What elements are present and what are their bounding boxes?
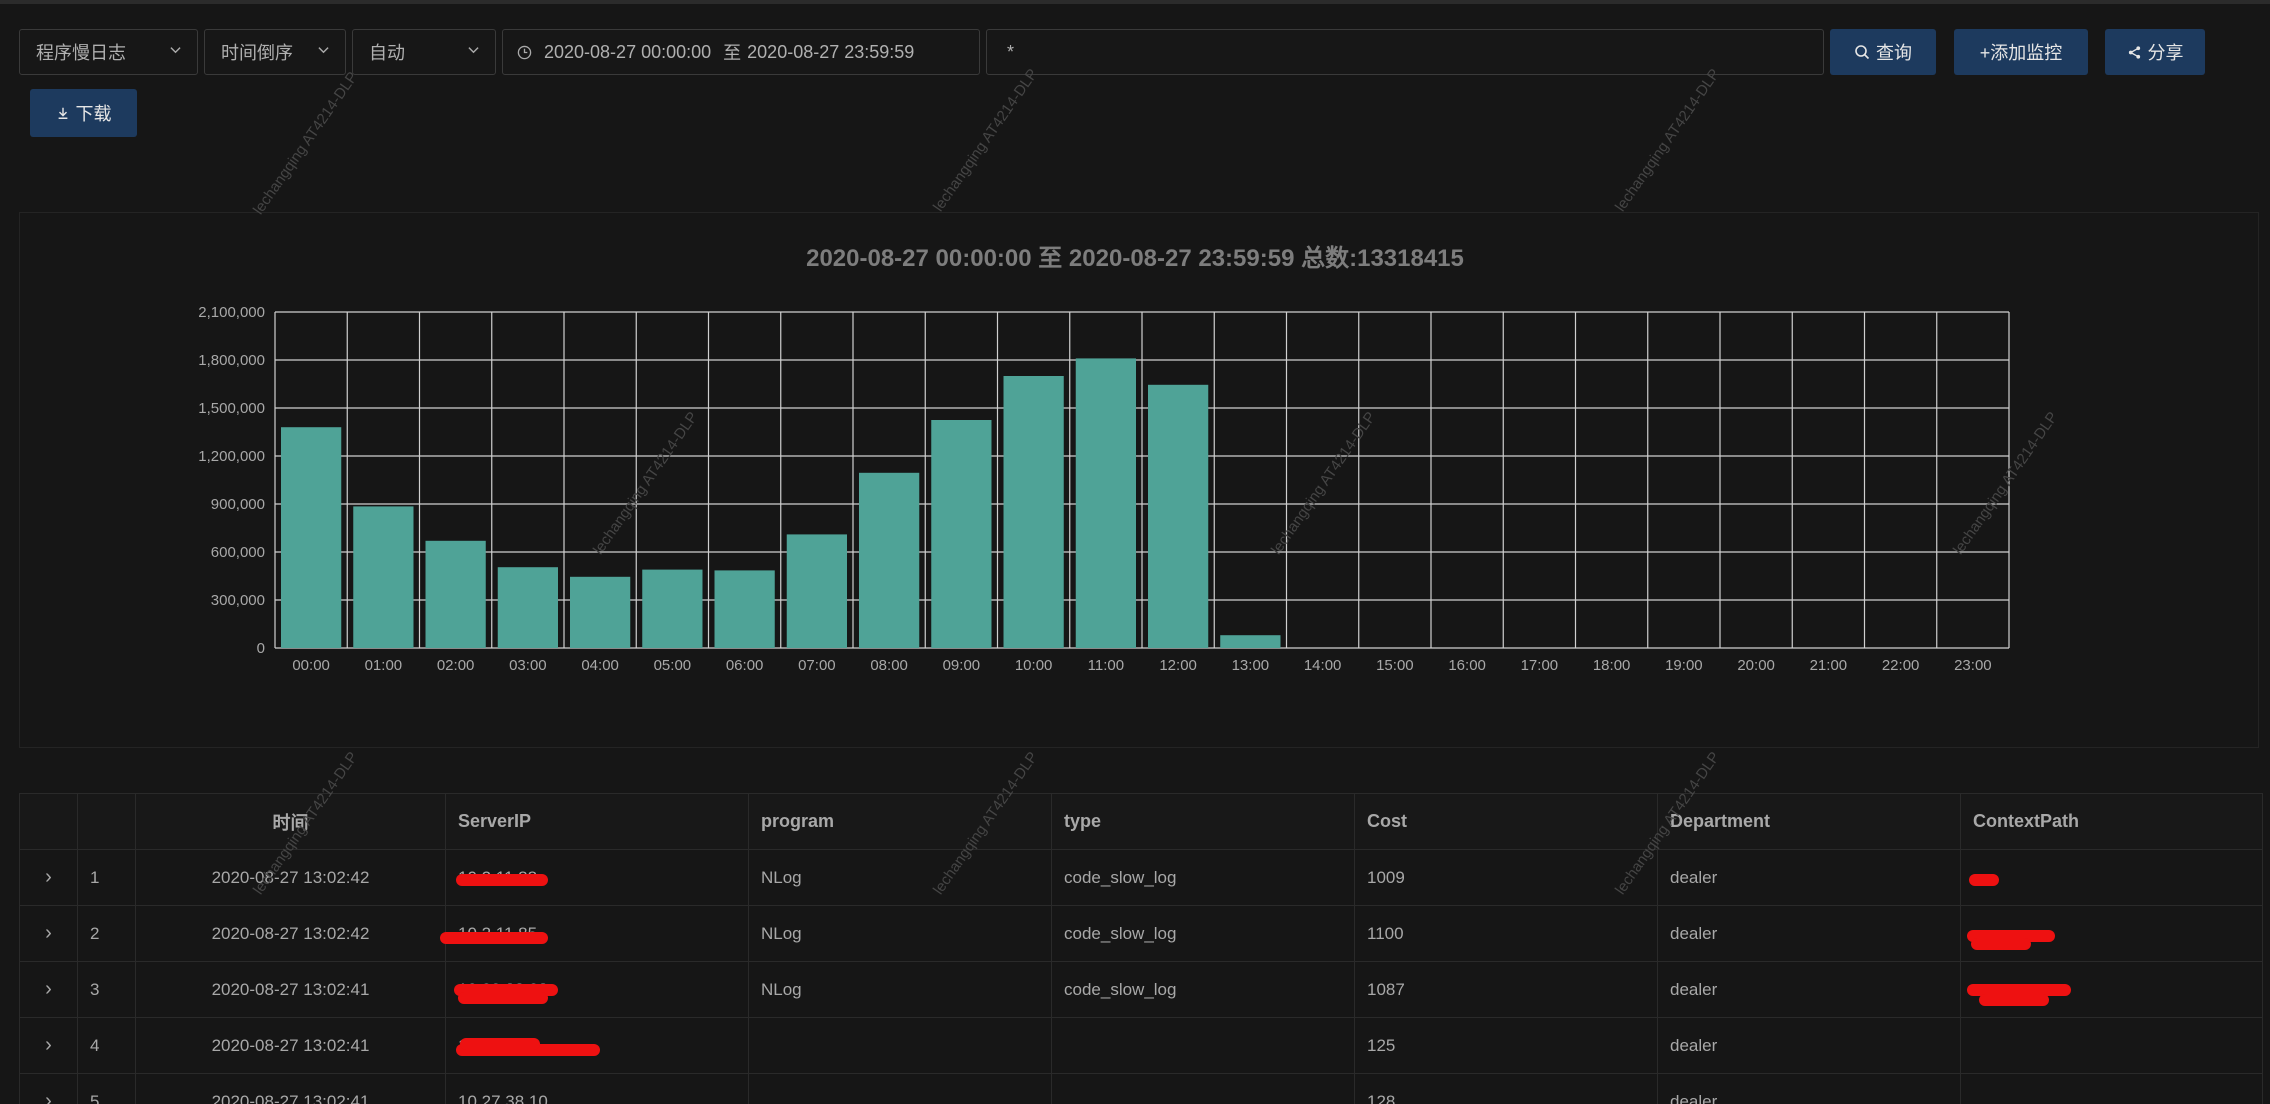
search-button-label: 查询 bbox=[1876, 43, 1912, 63]
watermark-text: lechangqing AT4214-DLP bbox=[1612, 65, 1724, 215]
col-expand bbox=[20, 794, 78, 849]
time-end[interactable]: 2020-08-27 23:59:59 bbox=[747, 41, 915, 62]
row-department: dealer bbox=[1658, 906, 1961, 961]
row-index: 3 bbox=[78, 962, 136, 1017]
add-monitor-button[interactable]: +添加监控 bbox=[1954, 29, 2088, 75]
query-input[interactable]: * bbox=[986, 29, 1824, 75]
row-serverip: 10.27.38.10 bbox=[446, 1074, 749, 1104]
row-time: 2020-08-27 13:02:41 bbox=[136, 1074, 446, 1104]
row-department: dealer bbox=[1658, 850, 1961, 905]
time-separator: 至 bbox=[723, 43, 742, 63]
row-program bbox=[749, 1074, 1052, 1104]
redaction-mark bbox=[456, 874, 548, 886]
redaction-mark bbox=[1967, 984, 2071, 996]
log-source-value: 程序慢日志 bbox=[36, 43, 126, 63]
row-contextpath bbox=[1961, 1074, 2262, 1104]
col-cost[interactable]: Cost bbox=[1355, 794, 1658, 849]
col-contextpath[interactable]: ContextPath bbox=[1973, 811, 2080, 831]
search-icon bbox=[1855, 45, 1870, 60]
row-expand-icon[interactable]: › bbox=[20, 906, 78, 961]
chart-title: 2020-08-27 00:00:00 至 2020-08-27 23:59:5… bbox=[806, 245, 1464, 272]
top-border bbox=[0, 0, 2270, 4]
clock-icon bbox=[517, 45, 532, 59]
row-index: 2 bbox=[78, 906, 136, 961]
row-type bbox=[1052, 1018, 1355, 1073]
row-cost: 1087 bbox=[1355, 962, 1658, 1017]
redaction-mark bbox=[440, 932, 548, 944]
row-index: 5 bbox=[78, 1074, 136, 1104]
col-type[interactable]: type bbox=[1052, 794, 1355, 849]
row-time: 2020-08-27 13:02:42 bbox=[136, 850, 446, 905]
row-index: 1 bbox=[78, 850, 136, 905]
row-cost: 1100 bbox=[1355, 906, 1658, 961]
redaction-mark bbox=[1969, 874, 1999, 886]
chart-panel bbox=[19, 212, 2259, 748]
row-cost: 125 bbox=[1355, 1018, 1658, 1073]
redaction-mark bbox=[1979, 994, 2049, 1006]
download-button[interactable]: 下载 bbox=[30, 89, 137, 137]
chevron-down-icon bbox=[170, 47, 181, 54]
results-table: 时间 ServerIP program type Cost Department… bbox=[19, 793, 2263, 1104]
sort-order-select[interactable]: 时间倒序 bbox=[204, 29, 346, 75]
watermark-text: lechangqing AT4214-DLP bbox=[250, 68, 362, 218]
row-expand-icon[interactable]: › bbox=[20, 850, 78, 905]
col-department[interactable]: Department bbox=[1658, 794, 1961, 849]
download-icon bbox=[58, 107, 67, 119]
row-type: code_slow_log bbox=[1052, 850, 1355, 905]
col-program[interactable]: program bbox=[749, 794, 1052, 849]
chevron-down-icon bbox=[318, 47, 329, 54]
row-contextpath bbox=[1961, 850, 2262, 905]
row-cost: 128 bbox=[1355, 1074, 1658, 1104]
redaction-mark bbox=[1971, 938, 2031, 950]
col-index bbox=[78, 794, 136, 849]
row-program: NLog bbox=[749, 850, 1052, 905]
row-expand-icon[interactable]: › bbox=[20, 962, 78, 1017]
interval-select[interactable]: 自动 bbox=[352, 29, 496, 75]
query-value: * bbox=[1007, 41, 1015, 62]
row-time: 2020-08-27 13:02:42 bbox=[136, 906, 446, 961]
row-type: code_slow_log bbox=[1052, 962, 1355, 1017]
row-type: code_slow_log bbox=[1052, 906, 1355, 961]
search-button[interactable]: 查询 bbox=[1830, 29, 1936, 75]
share-button-label: 分享 bbox=[2147, 43, 2184, 63]
row-department: dealer bbox=[1658, 1074, 1961, 1104]
row-expand-icon[interactable]: › bbox=[20, 1018, 78, 1073]
table-row[interactable]: › 5 2020-08-27 13:02:41 10.27.38.10 128 deale… bbox=[20, 1074, 2262, 1104]
chevron-down-icon bbox=[468, 47, 479, 54]
redaction-mark bbox=[460, 1038, 540, 1050]
redaction-mark bbox=[458, 992, 548, 1004]
log-source-select[interactable]: 程序慢日志 bbox=[19, 29, 198, 75]
row-department: dealer bbox=[1658, 1018, 1961, 1073]
row-department: dealer bbox=[1658, 962, 1961, 1017]
row-index: 4 bbox=[78, 1018, 136, 1073]
row-program: NLog bbox=[749, 906, 1052, 961]
share-button[interactable]: 分享 bbox=[2105, 29, 2205, 75]
add-monitor-label: +添加监控 bbox=[1979, 43, 2063, 63]
time-range-picker[interactable]: 2020-08-27 00:00:00 至 2020-08-27 23:59:5… bbox=[502, 29, 980, 75]
row-contextpath bbox=[1961, 1018, 2262, 1073]
row-type bbox=[1052, 1074, 1355, 1104]
table-header: 时间 ServerIP program type Cost Department… bbox=[20, 794, 2262, 850]
row-program bbox=[749, 1018, 1052, 1073]
share-icon bbox=[2128, 45, 2140, 59]
col-time[interactable]: 时间 bbox=[136, 794, 446, 849]
row-cost: 1009 bbox=[1355, 850, 1658, 905]
watermark-text: lechangqing AT4214-DLP bbox=[930, 65, 1042, 215]
row-time: 2020-08-27 13:02:41 bbox=[136, 962, 446, 1017]
interval-value: 自动 bbox=[369, 43, 405, 63]
col-serverip[interactable]: ServerIP bbox=[446, 794, 749, 849]
row-time: 2020-08-27 13:02:41 bbox=[136, 1018, 446, 1073]
row-program: NLog bbox=[749, 962, 1052, 1017]
row-expand-icon[interactable]: › bbox=[20, 1074, 78, 1104]
sort-order-value: 时间倒序 bbox=[221, 43, 293, 63]
download-button-label: 下载 bbox=[75, 104, 112, 124]
time-start[interactable]: 2020-08-27 00:00:00 bbox=[544, 41, 712, 62]
